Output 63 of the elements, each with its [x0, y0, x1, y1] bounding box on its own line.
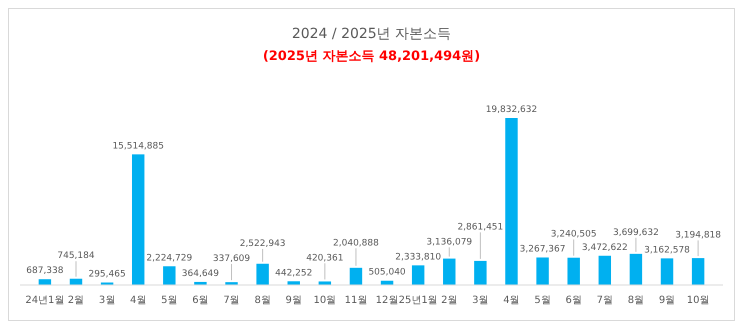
bar	[630, 254, 642, 285]
x-tick-label: 5월	[534, 295, 551, 306]
data-label: 3,194,818	[675, 230, 722, 240]
data-label: 3,472,622	[582, 242, 628, 253]
data-label: 2,522,943	[240, 238, 286, 249]
data-label: 15,514,885	[112, 141, 164, 152]
x-tick-label: 8월	[628, 295, 644, 306]
bar	[256, 264, 269, 285]
data-label: 19,832,632	[486, 105, 538, 115]
bar	[567, 258, 580, 285]
x-tick-label: 9월	[658, 295, 676, 306]
data-label: 295,465	[88, 270, 126, 280]
x-tick-label: 11월	[344, 295, 368, 306]
bar	[412, 265, 424, 285]
bar	[350, 268, 362, 285]
bar	[505, 118, 518, 285]
x-tick-label: 5월	[161, 295, 178, 306]
data-label: 745,184	[57, 251, 95, 262]
data-label: 505,040	[368, 268, 406, 278]
bar	[70, 278, 82, 285]
data-label: 2,861,451	[457, 222, 504, 232]
bar	[598, 256, 612, 285]
bar	[380, 280, 394, 285]
x-tick-label: 25년1월	[398, 295, 438, 306]
x-tick-label: 6월	[192, 295, 209, 306]
x-tick-label: 8월	[254, 295, 271, 306]
bar	[660, 258, 674, 285]
x-tick-label: 10월	[686, 295, 710, 306]
x-tick-label: 9월	[286, 295, 302, 306]
x-tick-label: 2월	[68, 295, 84, 306]
bar	[132, 154, 144, 285]
chart-title: 2024 / 2025년 자본소득	[292, 26, 452, 42]
x-tick-label: 12월	[376, 295, 398, 306]
x-tick-label: 7월	[223, 295, 240, 306]
bar	[38, 279, 52, 285]
x-tick-label: 3월	[472, 295, 489, 306]
data-label: 2,333,810	[395, 252, 442, 262]
data-label: 420,361	[306, 253, 344, 264]
x-tick-label: 24년1월	[25, 295, 64, 306]
x-tick-label: 3월	[98, 295, 116, 306]
x-tick-label: 2월	[441, 295, 458, 306]
bar	[443, 258, 456, 285]
bar	[536, 257, 549, 285]
data-label: 3,136,079	[426, 237, 472, 248]
data-label: 3,162,578	[644, 245, 690, 256]
data-label: 3,240,505	[550, 229, 597, 240]
bar	[163, 266, 176, 285]
data-label: 337,609	[212, 254, 250, 264]
x-tick-label: 4월	[503, 295, 520, 306]
bar	[474, 260, 487, 285]
data-label: 3,267,367	[520, 244, 566, 254]
data-label: 2,224,729	[146, 253, 192, 264]
x-tick-label: 7월	[596, 295, 613, 306]
chart-subtitle: (2025년 자본소득 48,201,494원)	[262, 49, 480, 64]
x-tick-label: 10월	[313, 295, 336, 306]
data-label: 442,252	[275, 268, 312, 278]
x-tick-label: 6월	[566, 295, 582, 306]
data-label: 3,699,632	[612, 228, 659, 238]
data-label: 687,338	[26, 266, 64, 276]
bar	[692, 258, 704, 285]
data-label: 2,040,888	[333, 238, 380, 248]
data-label: 364,649	[182, 268, 220, 279]
x-tick-label: 4월	[130, 295, 146, 306]
